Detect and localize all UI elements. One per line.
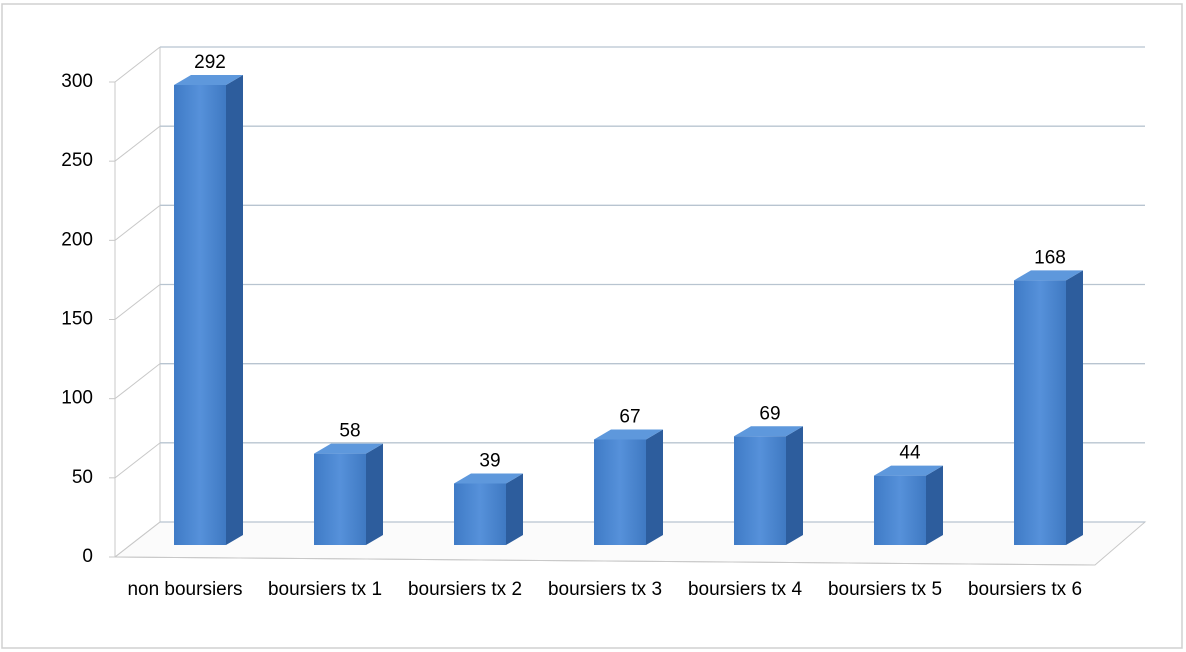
bar-front <box>454 483 506 545</box>
x-tick-label: boursiers tx 6 <box>967 579 1083 600</box>
bar-top <box>734 426 803 437</box>
bar-front <box>594 439 646 545</box>
bar-front <box>314 453 366 545</box>
bar-side <box>926 465 943 545</box>
bar <box>594 429 663 545</box>
x-tick-label: boursiers tx 5 <box>827 579 943 600</box>
x-tick-label: non boursiers <box>127 579 243 600</box>
y-tick-label: 250 <box>61 150 93 171</box>
bar <box>874 465 943 545</box>
grid-line-side <box>114 204 161 241</box>
bar-top <box>594 429 663 440</box>
bar-side <box>1066 270 1083 545</box>
bar <box>1014 270 1083 545</box>
x-tick-label: boursiers tx 1 <box>267 579 383 600</box>
bar-top <box>1014 270 1083 281</box>
bar-side <box>366 443 383 545</box>
x-axis <box>114 556 1096 566</box>
bar <box>454 473 523 545</box>
grid-line-side <box>114 125 161 162</box>
value-label: 69 <box>759 403 780 424</box>
bar-top <box>874 465 943 476</box>
y-tick-label: 0 <box>82 546 93 567</box>
grid-line-side <box>114 46 161 83</box>
bar-side <box>646 429 663 545</box>
bar <box>174 75 243 545</box>
bar-top <box>454 473 523 484</box>
grid-line-side <box>114 521 161 558</box>
y-tick-label: 100 <box>61 388 93 409</box>
grid-line-side <box>114 442 161 479</box>
y-tick-label: 150 <box>61 309 93 330</box>
y-tick-label: 200 <box>61 229 93 250</box>
value-label: 39 <box>479 451 500 472</box>
x-tick-label: boursiers tx 4 <box>687 579 803 600</box>
value-label: 44 <box>899 443 921 464</box>
value-label: 292 <box>194 52 226 73</box>
bar-front <box>174 85 226 545</box>
bar-front <box>734 436 786 545</box>
y-tick-label: 50 <box>72 467 93 488</box>
x-tick-label: boursiers tx 2 <box>407 579 523 600</box>
y-tick-label: 300 <box>61 71 93 92</box>
grid-line-side <box>114 363 161 400</box>
frame <box>1 3 1183 649</box>
bar-side <box>786 426 803 545</box>
value-label: 58 <box>339 421 360 442</box>
bar-front <box>1014 280 1066 545</box>
value-label: 168 <box>1034 247 1066 268</box>
x-tick-label: boursiers tx 3 <box>547 579 663 600</box>
bar-side <box>226 75 243 545</box>
bar-top <box>314 443 383 454</box>
bar-side <box>506 473 523 545</box>
bar-top <box>174 75 243 85</box>
bar <box>314 443 383 545</box>
bar <box>734 426 803 545</box>
grid-line-side <box>114 284 161 320</box>
bar-front <box>874 475 926 545</box>
value-label: 67 <box>619 406 640 427</box>
